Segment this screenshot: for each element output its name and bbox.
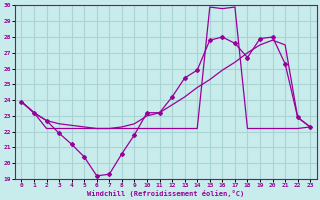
X-axis label: Windchill (Refroidissement éolien,°C): Windchill (Refroidissement éolien,°C): [87, 190, 244, 197]
